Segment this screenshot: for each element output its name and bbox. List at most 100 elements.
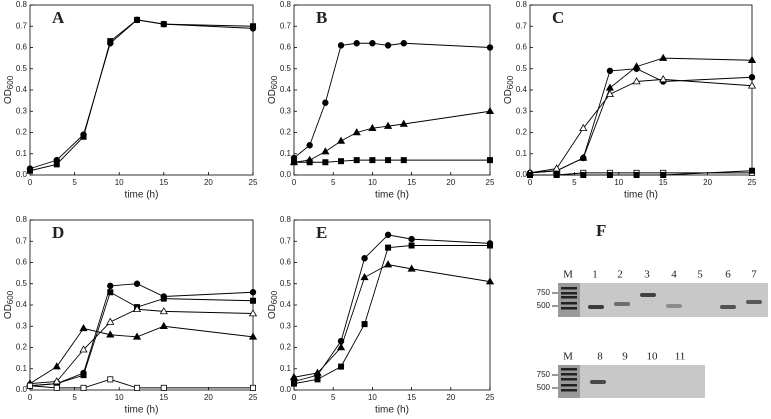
panel-title: C (552, 8, 564, 27)
marker (133, 280, 141, 287)
marker (314, 376, 321, 383)
y-axis-label: OD600 (267, 290, 279, 319)
x-tick-label: 15 (407, 178, 416, 187)
plot-frame (293, 4, 491, 176)
x-tick-label: 0 (28, 393, 33, 402)
x-axis-label: time (h) (375, 405, 409, 416)
y-tick-label: 0.0 (16, 170, 28, 179)
marker (408, 242, 415, 249)
ladder-band (561, 384, 577, 387)
ladder-band (561, 292, 577, 295)
series-line (29, 325, 254, 385)
y-tick-label: 0.7 (280, 21, 292, 30)
marker (486, 242, 493, 249)
y-tick-label: 0.8 (16, 0, 28, 9)
marker (290, 159, 297, 166)
marker (361, 255, 368, 262)
marker (336, 136, 346, 144)
y-tick-label: 0.6 (280, 43, 292, 52)
gel-band (666, 304, 682, 308)
x-tick-label: 15 (659, 178, 668, 187)
lane-label: M (563, 269, 573, 281)
y-tick-label: 0.2 (280, 128, 292, 137)
marker (633, 171, 640, 178)
marker (53, 161, 60, 168)
marker (132, 332, 142, 340)
x-tick-label: 5 (572, 178, 577, 187)
marker (159, 306, 168, 315)
marker (605, 83, 615, 91)
y-tick-label: 0.4 (16, 85, 28, 94)
y-tick-label: 0.3 (516, 106, 528, 115)
marker (79, 345, 88, 353)
marker (527, 171, 534, 178)
y-axis-label-sub: 600 (270, 290, 279, 304)
marker (132, 304, 142, 313)
y-axis-label-sub: 600 (6, 290, 15, 304)
ladder-band (561, 307, 577, 310)
x-tick-label: 15 (407, 393, 416, 402)
gel-band (640, 293, 656, 297)
marker (289, 372, 299, 381)
marker (605, 89, 615, 98)
marker (106, 330, 115, 338)
plot-frame (29, 219, 254, 391)
marker (400, 157, 407, 164)
y-axis-label-sub: 600 (506, 75, 515, 89)
x-tick-label: 10 (368, 393, 377, 402)
series-line (29, 308, 254, 385)
panel-title: F (596, 221, 606, 240)
y-tick-label: 0.8 (280, 215, 292, 224)
marker (134, 16, 141, 23)
x-tick-label: 0 (292, 393, 297, 402)
marker (53, 384, 60, 391)
marker (659, 53, 668, 61)
marker (407, 264, 416, 272)
y-axis-label-sub: 600 (270, 75, 279, 89)
series-line (293, 245, 490, 385)
y-tick-label: 0.4 (280, 300, 292, 309)
marker (659, 74, 668, 83)
marker (160, 295, 167, 302)
x-tick-label: 10 (115, 393, 124, 402)
x-tick-label: 25 (486, 178, 495, 187)
y-tick-label: 0.3 (16, 321, 28, 330)
x-tick-label: 5 (331, 393, 336, 402)
marker (632, 62, 641, 70)
ladder-band (561, 389, 577, 392)
marker (338, 363, 345, 370)
y-tick-label: 0.1 (516, 149, 528, 158)
marker (400, 40, 407, 47)
size-label: 500 (537, 383, 551, 392)
gel-band (588, 305, 604, 309)
x-tick-label: 5 (331, 178, 336, 187)
panel-title: A (52, 8, 65, 27)
marker (485, 106, 495, 115)
marker (369, 40, 376, 47)
marker (486, 44, 494, 51)
lane-label: 7 (751, 269, 757, 281)
y-tick-label: 0.7 (516, 21, 528, 30)
ladder-band (561, 373, 577, 376)
marker (248, 309, 258, 317)
marker (290, 380, 297, 387)
marker (26, 382, 33, 389)
ladder-band (561, 302, 577, 305)
series-line (29, 291, 254, 387)
lane-label: 4 (671, 269, 677, 281)
y-tick-label: 0.4 (516, 85, 528, 94)
size-label: 500 (537, 301, 551, 310)
lane-label: M (563, 351, 573, 363)
marker (384, 231, 392, 239)
panel-title: D (52, 223, 64, 242)
y-tick-label: 0.1 (280, 149, 292, 158)
marker (336, 343, 346, 351)
x-tick-label: 0 (528, 178, 533, 187)
gel-band (746, 300, 762, 304)
marker (79, 323, 88, 332)
x-tick-label: 20 (446, 393, 455, 402)
marker (360, 272, 369, 281)
marker (580, 171, 587, 178)
ladder-band (561, 296, 577, 299)
x-tick-label: 15 (159, 393, 168, 402)
